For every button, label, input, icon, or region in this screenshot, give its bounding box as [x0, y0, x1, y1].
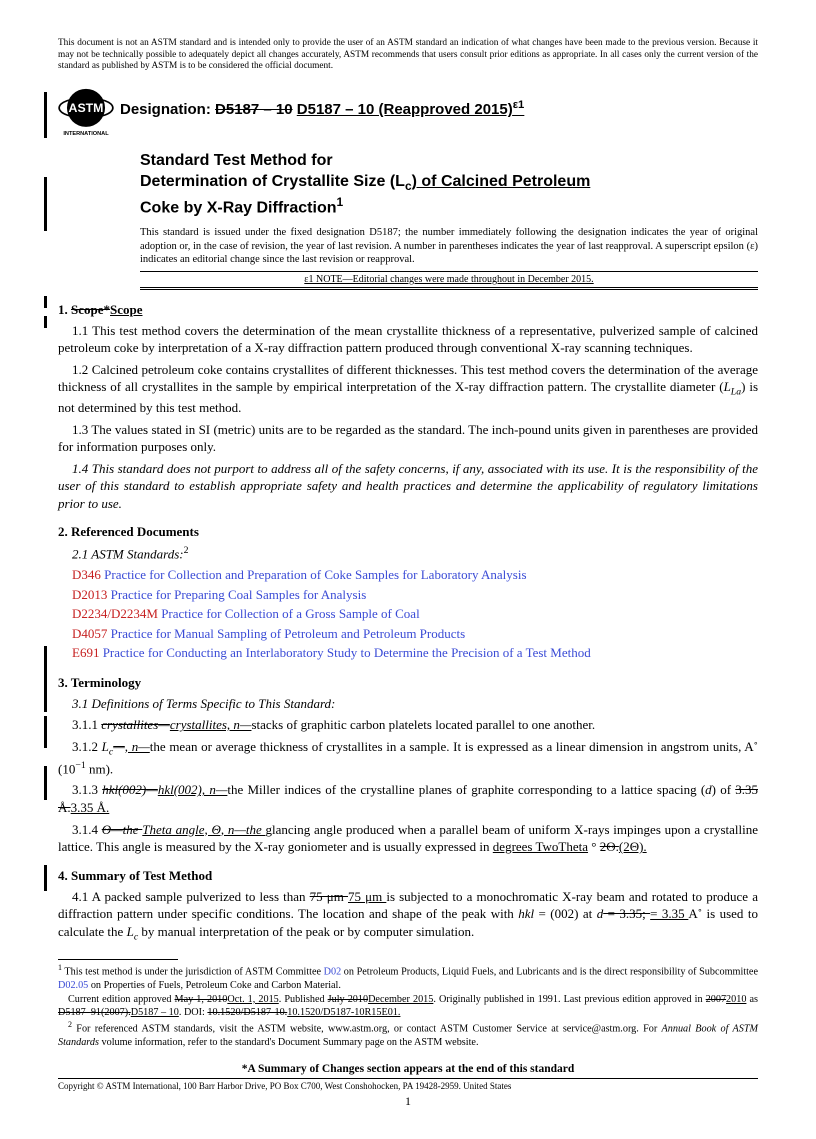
- para-3-1-2: 3.1.2 Lc—, n—the mean or average thickne…: [58, 738, 758, 778]
- page-number: 1: [58, 1094, 758, 1109]
- footnote-1b: Current edition approved May 1, 2010Oct.…: [58, 993, 758, 1020]
- reference-list: D346 Practice for Collection and Prepara…: [72, 565, 758, 663]
- reference-item: D346 Practice for Collection and Prepara…: [72, 565, 758, 585]
- section-4-head: 4. Summary of Test Method: [58, 868, 758, 884]
- change-bar: [44, 177, 47, 231]
- reference-item: D2234/D2234M Practice for Collection of …: [72, 604, 758, 624]
- summary-of-changes-note: *A Summary of Changes section appears at…: [58, 1063, 758, 1075]
- footnotes: 1 This test method is under the jurisdic…: [58, 963, 758, 1049]
- issuance-note: This standard is issued under the fixed …: [140, 226, 758, 266]
- title-line-1: Standard Test Method for: [140, 151, 758, 171]
- designation-new: D5187 – 10 (Reapproved 2015)ε1: [297, 101, 525, 118]
- top-disclaimer: This document is not an ASTM standard an…: [58, 38, 758, 73]
- header-row: ASTM INTERNATIONAL Designation: D5187 – …: [58, 81, 758, 137]
- epsilon-note: ε1 NOTE—Editorial changes were made thro…: [140, 271, 758, 290]
- para-3-1: 3.1 Definitions of Terms Specific to Thi…: [58, 695, 758, 713]
- svg-text:INTERNATIONAL: INTERNATIONAL: [63, 131, 109, 137]
- svg-text:ASTM: ASTM: [69, 101, 104, 115]
- change-bar: [44, 865, 47, 891]
- change-bar: [44, 646, 47, 712]
- para-1-1: 1.1 This test method covers the determin…: [58, 322, 758, 357]
- change-bar: [44, 766, 47, 800]
- para-3-1-1: 3.1.1 crystallites—crystallites, n—stack…: [58, 716, 758, 734]
- footnote-1: 1 This test method is under the jurisdic…: [58, 963, 758, 992]
- change-bar: [44, 316, 47, 328]
- designation: Designation: D5187 – 10 D5187 – 10 (Reap…: [120, 99, 524, 118]
- section-1-head: 1. Scope*Scope: [58, 302, 758, 318]
- para-3-1-4: 3.1.4 Θ—the Theta angle, Θ, n—the glanci…: [58, 821, 758, 856]
- astm-logo: ASTM INTERNATIONAL: [58, 81, 114, 137]
- title-block: Standard Test Method for Determination o…: [140, 151, 758, 219]
- reference-item: D2013 Practice for Preparing Coal Sample…: [72, 585, 758, 605]
- reference-item: E691 Practice for Conducting an Interlab…: [72, 643, 758, 663]
- section-3-head: 3. Terminology: [58, 675, 758, 691]
- change-bar: [44, 716, 47, 748]
- footnote-rule: [58, 959, 178, 960]
- para-4-1: 4.1 A packed sample pulverized to less t…: [58, 888, 758, 944]
- footnote-2: 2 For referenced ASTM standards, visit t…: [58, 1020, 758, 1049]
- copyright-line: Copyright © ASTM International, 100 Barr…: [58, 1078, 758, 1091]
- title-line-3: Coke by X-Ray Diffraction1: [140, 195, 758, 218]
- reference-item: D4057 Practice for Manual Sampling of Pe…: [72, 624, 758, 644]
- section-2-head: 2. Referenced Documents: [58, 524, 758, 540]
- para-1-3: 1.3 The values stated in SI (metric) uni…: [58, 421, 758, 456]
- para-2-1: 2.1 ASTM Standards:2: [58, 544, 758, 563]
- para-3-1-3: 3.1.3 hkl(002)—hkl(002), n—the Miller in…: [58, 781, 758, 816]
- para-1-4: 1.4 This standard does not purport to ad…: [58, 460, 758, 513]
- change-bar: [44, 296, 47, 308]
- title-line-2: Determination of Crystallite Size (Lc) o…: [140, 172, 758, 194]
- para-1-2: 1.2 Calcined petroleum coke contains cry…: [58, 361, 758, 417]
- change-bar: [44, 92, 47, 138]
- designation-old: D5187 – 10: [215, 101, 293, 118]
